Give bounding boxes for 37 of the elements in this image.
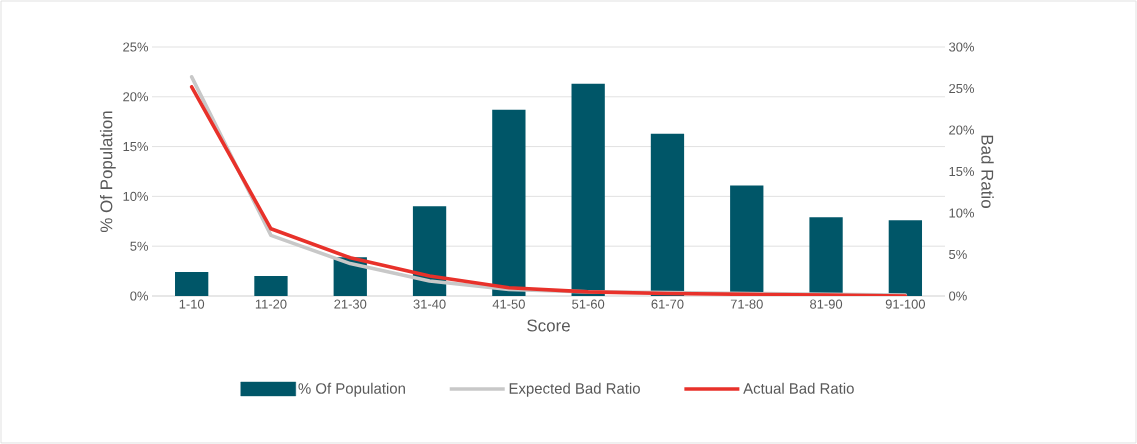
bar [571,83,605,296]
y2-axis-title: Bad Ratio [981,135,994,208]
bar [650,133,685,296]
y2-tick-label: 30% [949,42,974,52]
y2-tick-label: 15% [949,166,974,177]
x-axis-title: Score [527,319,570,332]
y2-tick-label: 10% [949,208,974,218]
y2-tick-label: 25% [949,83,974,94]
x-tick-label: 1-10 [179,299,205,309]
bar [175,272,209,296]
x-tick-label: 21-30 [334,299,367,309]
x-tick-label: 41-50 [492,299,525,309]
y-tick-label: 0% [130,291,149,301]
y-tick-label: 25% [123,42,149,52]
bar [492,109,526,296]
x-tick-label: 51-60 [572,299,605,309]
bar [412,206,447,296]
y2-tick-label: 0% [949,291,967,301]
legend-label: Expected Bad Ratio [509,382,640,397]
y-tick-label: 5% [130,241,149,251]
legend-label: Actual Bad Ratio [743,382,854,394]
bar [888,220,923,296]
y2-tick-label: 5% [949,249,967,260]
y2-tick-label: 20% [949,125,974,135]
x-tick-label: 11-20 [255,299,287,309]
x-tick-label: 31-40 [413,299,446,309]
y-axis-title: % Of Population [99,111,116,233]
bar [254,276,288,296]
y-tick-label: 10% [123,191,149,201]
y-tick-label: 20% [123,92,149,102]
bar [809,217,843,296]
legend-label: % Of Population [298,382,405,397]
x-tick-label: 71-80 [730,299,763,309]
x-tick-label: 81-90 [810,299,843,309]
x-tick-label: 91-100 [885,299,926,309]
y-tick-label: 15% [123,142,149,152]
x-tick-label: 61-70 [651,299,684,309]
